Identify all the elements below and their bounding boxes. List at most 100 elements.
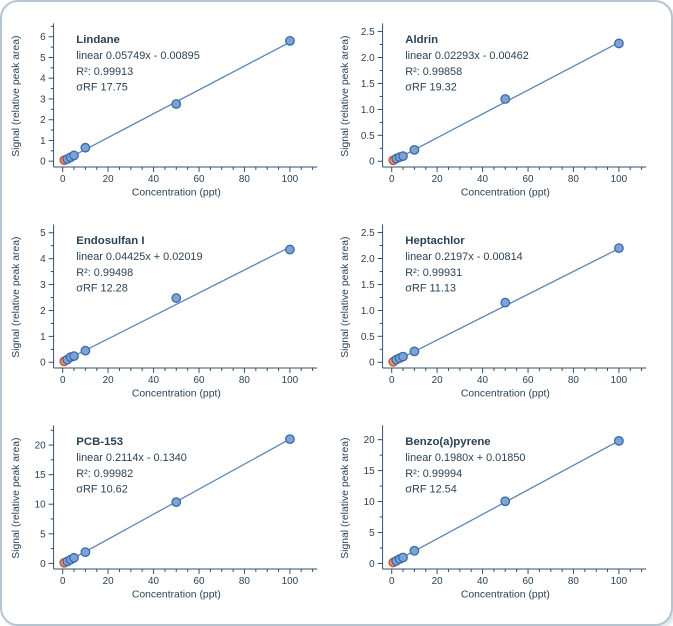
svg-text:80: 80 <box>239 174 251 185</box>
svg-text:100: 100 <box>610 174 627 185</box>
svg-text:100: 100 <box>282 375 299 386</box>
svg-text:Concentration (ppt): Concentration (ppt) <box>132 590 221 601</box>
svg-text:2.0: 2.0 <box>361 254 375 265</box>
svg-text:R²: 0.99982: R²: 0.99982 <box>77 468 134 480</box>
panel-pcb-153: 0 20 40 60 80 100 0 5 10 15 20 Concentration (ppt) S… <box>8 415 337 616</box>
svg-text:0.5: 0.5 <box>361 130 375 141</box>
svg-text:20: 20 <box>431 375 443 386</box>
svg-text:Heptachlor: Heptachlor <box>405 235 465 247</box>
svg-text:100: 100 <box>282 174 299 185</box>
svg-text:60: 60 <box>194 174 206 185</box>
svg-text:0: 0 <box>60 576 66 587</box>
panel-heptachlor: 0 20 40 60 80 100 0 0.5 1.0 1.5 2.0 2.5 Concentratio… <box>337 213 666 414</box>
svg-text:1.0: 1.0 <box>361 306 375 317</box>
svg-text:40: 40 <box>477 174 489 185</box>
svg-text:3: 3 <box>40 94 46 105</box>
svg-text:Endosulfan I: Endosulfan I <box>77 235 145 247</box>
svg-text:linear 0.2114x - 0.1340: linear 0.2114x - 0.1340 <box>77 452 188 464</box>
svg-text:20: 20 <box>103 375 115 386</box>
svg-text:Lindane: Lindane <box>77 34 121 46</box>
svg-text:15: 15 <box>35 470 47 481</box>
svg-text:15: 15 <box>363 466 375 477</box>
svg-text:linear 0.04425x + 0.02019: linear 0.04425x + 0.02019 <box>77 251 203 263</box>
svg-text:5: 5 <box>40 530 46 541</box>
svg-text:5: 5 <box>40 53 46 64</box>
svg-text:80: 80 <box>568 576 580 587</box>
svg-text:Signal (relative peak area): Signal (relative peak area) <box>11 438 22 559</box>
svg-text:10: 10 <box>363 497 375 508</box>
svg-text:80: 80 <box>239 375 251 386</box>
svg-text:20: 20 <box>363 435 375 446</box>
svg-text:4: 4 <box>40 254 46 265</box>
svg-text:1.5: 1.5 <box>361 79 375 90</box>
svg-text:0: 0 <box>369 559 375 570</box>
svg-text:0: 0 <box>389 174 395 185</box>
svg-text:20: 20 <box>431 174 443 185</box>
svg-text:Concentration (ppt): Concentration (ppt) <box>461 389 550 400</box>
svg-text:R²: 0.99913: R²: 0.99913 <box>77 66 134 78</box>
chart-heptachlor: 0 20 40 60 80 100 0 0.5 1.0 1.5 2.0 2.5 Concentratio… <box>340 224 646 400</box>
svg-text:1.0: 1.0 <box>361 105 375 116</box>
svg-text:20: 20 <box>431 576 443 587</box>
svg-text:40: 40 <box>148 576 160 587</box>
svg-text:Concentration (ppt): Concentration (ppt) <box>461 187 550 198</box>
chart-endosulfan-i: 0 20 40 60 80 100 0 1 2 3 4 5 Concentration (ppt) Sig… <box>11 224 318 400</box>
svg-text:R²: 0.99994: R²: 0.99994 <box>405 468 462 480</box>
svg-text:Signal (relative peak area): Signal (relative peak area) <box>11 236 22 357</box>
svg-text:0: 0 <box>40 358 46 369</box>
svg-text:Aldrin: Aldrin <box>405 34 438 46</box>
svg-text:40: 40 <box>148 375 160 386</box>
svg-text:2: 2 <box>40 306 46 317</box>
svg-text:σRF 17.75: σRF 17.75 <box>77 81 129 93</box>
svg-text:σRF 12.28: σRF 12.28 <box>77 283 129 295</box>
chart-aldrin: 0 20 40 60 80 100 0 0.5 1.0 1.5 2.0 2.5 Concentratio… <box>340 22 646 198</box>
svg-text:0: 0 <box>60 375 66 386</box>
svg-text:20: 20 <box>103 174 115 185</box>
panel-lindane: 0 20 40 60 80 100 0 1 2 3 4 5 6 Concentration (ppt) Si… <box>8 12 337 213</box>
svg-text:100: 100 <box>282 576 299 587</box>
svg-text:60: 60 <box>522 174 534 185</box>
svg-text:80: 80 <box>568 174 580 185</box>
svg-text:4: 4 <box>40 73 46 84</box>
svg-text:40: 40 <box>477 576 489 587</box>
panel-endosulfan-i: 0 20 40 60 80 100 0 1 2 3 4 5 Concentration (ppt) Sig… <box>8 213 337 414</box>
svg-text:0: 0 <box>40 156 46 167</box>
svg-text:0: 0 <box>369 358 375 369</box>
svg-text:σRF 19.32: σRF 19.32 <box>405 81 457 93</box>
svg-text:1: 1 <box>40 332 46 343</box>
svg-text:60: 60 <box>522 375 534 386</box>
svg-text:linear 0.2197x - 0.00814: linear 0.2197x - 0.00814 <box>405 251 522 263</box>
svg-text:Concentration (ppt): Concentration (ppt) <box>461 590 550 601</box>
svg-text:2.5: 2.5 <box>361 27 375 38</box>
svg-text:40: 40 <box>477 375 489 386</box>
svg-text:linear 0.02293x - 0.00462: linear 0.02293x - 0.00462 <box>405 50 529 62</box>
svg-text:Concentration (ppt): Concentration (ppt) <box>132 389 221 400</box>
svg-text:3: 3 <box>40 280 46 291</box>
svg-text:6: 6 <box>40 32 46 43</box>
svg-text:60: 60 <box>194 375 206 386</box>
svg-text:Concentration (ppt): Concentration (ppt) <box>132 187 221 198</box>
chart-lindane: 0 20 40 60 80 100 0 1 2 3 4 5 6 Concentration (ppt) Si… <box>11 22 318 198</box>
svg-text:Signal (relative peak area): Signal (relative peak area) <box>340 236 351 357</box>
svg-text:80: 80 <box>568 375 580 386</box>
svg-text:R²: 0.99931: R²: 0.99931 <box>405 267 462 279</box>
svg-text:60: 60 <box>522 576 534 587</box>
chart-benzo-a-pyrene: 0 20 40 60 80 100 0 5 10 15 20 Concentration (ppt) S… <box>340 425 646 601</box>
svg-text:40: 40 <box>148 174 160 185</box>
svg-text:PCB-153: PCB-153 <box>77 436 124 448</box>
svg-text:100: 100 <box>610 576 627 587</box>
svg-text:20: 20 <box>35 441 47 452</box>
svg-text:R²: 0.99858: R²: 0.99858 <box>405 66 462 78</box>
chart-pcb-153: 0 20 40 60 80 100 0 5 10 15 20 Concentration (ppt) S… <box>11 425 318 601</box>
svg-text:σRF 11.13: σRF 11.13 <box>405 283 456 295</box>
svg-text:σRF 12.54: σRF 12.54 <box>405 484 457 496</box>
svg-text:0: 0 <box>60 174 66 185</box>
svg-text:2.0: 2.0 <box>361 53 375 64</box>
svg-text:1.5: 1.5 <box>361 280 375 291</box>
svg-text:0.5: 0.5 <box>361 332 375 343</box>
panel-aldrin: 0 20 40 60 80 100 0 0.5 1.0 1.5 2.0 2.5 Concentratio… <box>337 12 666 213</box>
svg-text:2.5: 2.5 <box>361 228 375 239</box>
svg-text:Benzo(a)pyrene: Benzo(a)pyrene <box>405 436 490 448</box>
svg-text:0: 0 <box>40 559 46 570</box>
